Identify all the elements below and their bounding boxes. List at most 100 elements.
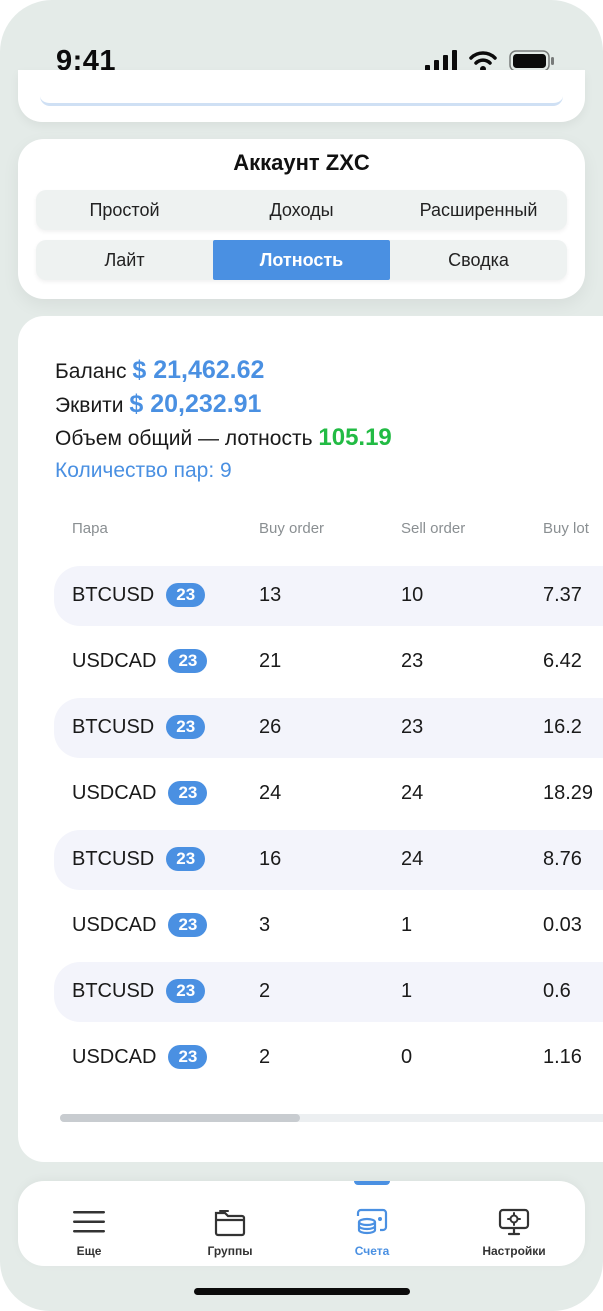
pair-name: BTCUSD	[72, 583, 155, 606]
table-row[interactable]: BTCUSD 23 26 23 16.2	[54, 698, 603, 758]
folder-icon	[213, 1206, 247, 1238]
pair-name: BTCUSD	[72, 715, 155, 738]
tab-groups[interactable]: Группы	[159, 1181, 301, 1266]
tab-label: Группы	[207, 1244, 253, 1258]
balance-line: Баланс $ 21,462.62	[55, 354, 392, 388]
view-mode-segment-2: Лайт Лотность Сводка	[36, 240, 567, 280]
buy-lot-cell: 6.42	[543, 650, 582, 672]
volume-value: 105.19	[318, 424, 392, 451]
accounts-icon	[355, 1206, 389, 1238]
pair-badge: 23	[168, 649, 208, 673]
sell-order-cell: 23	[401, 716, 424, 738]
tab-settings[interactable]: Настройки	[443, 1181, 585, 1266]
buy-order-cell: 16	[259, 848, 282, 870]
tab-lot-density[interactable]: Лотность	[213, 240, 390, 280]
buy-order-cell: 13	[259, 584, 282, 606]
buy-order-cell: 2	[259, 1046, 271, 1068]
view-mode-segment-1: Простой Доходы Расширенный	[36, 190, 567, 230]
header-buy-order: Buy order	[259, 520, 325, 537]
pair-cell: BTCUSD 23	[72, 715, 206, 739]
table-row[interactable]: USDCAD 23 3 1 0.03	[54, 896, 603, 956]
status-bar: 9:41	[0, 0, 603, 100]
tab-label: Еще	[76, 1244, 102, 1258]
account-card: Аккаунт ZXC Простой Доходы Расширенный Л…	[18, 139, 585, 299]
buy-lot-cell: 0.03	[543, 914, 582, 936]
bottom-tab-bar: Еще Группы	[18, 1181, 585, 1266]
pairs-table: Пара Buy order Sell order Buy lot BTCUSD…	[54, 516, 603, 1069]
sell-order-cell: 23	[401, 650, 424, 672]
equity-label: Эквити	[55, 394, 124, 417]
pair-cell: BTCUSD 23	[72, 847, 206, 871]
pair-name: USDCAD	[72, 913, 157, 936]
pair-cell: USDCAD 23	[72, 1045, 208, 1069]
buy-lot-cell: 18.29	[543, 782, 594, 804]
menu-icon	[72, 1206, 106, 1238]
table-row[interactable]: BTCUSD 23 13 10 7.37	[54, 566, 603, 626]
pair-name: USDCAD	[72, 649, 157, 672]
sell-order-cell: 10	[401, 584, 424, 606]
pair-cell: BTCUSD 23	[72, 583, 206, 607]
buy-lot-cell: 0.6	[543, 980, 571, 1002]
previous-card-remnant	[18, 70, 585, 122]
volume-line: Объем общий — лотность 105.19	[55, 422, 392, 455]
account-summary: Баланс $ 21,462.62 Эквити $ 20,232.91 Об…	[55, 354, 392, 487]
pair-badge: 23	[168, 1045, 208, 1069]
tab-summary[interactable]: Сводка	[448, 249, 509, 270]
header-pair: Пара	[72, 520, 108, 537]
table-row[interactable]: USDCAD 23 2 0 1.16	[54, 1028, 603, 1088]
tab-extended[interactable]: Расширенный	[419, 199, 538, 220]
sell-order-cell: 1	[401, 980, 413, 1002]
settings-monitor-icon	[498, 1206, 530, 1238]
table-row[interactable]: BTCUSD 23 16 24 8.76	[54, 830, 603, 890]
pair-cell: BTCUSD 23	[72, 979, 206, 1003]
pair-cell: USDCAD 23	[72, 649, 208, 673]
header-sell-order: Sell order	[401, 520, 466, 537]
sell-order-cell: 1	[401, 914, 413, 936]
buy-order-cell: 21	[259, 650, 282, 672]
pair-name: USDCAD	[72, 781, 157, 804]
home-indicator[interactable]	[194, 1288, 410, 1295]
tab-income[interactable]: Доходы	[269, 199, 334, 220]
sell-order-cell: 24	[401, 848, 424, 870]
tab-lite[interactable]: Лайт	[104, 249, 145, 270]
table-body: BTCUSD 23 13 10 7.37 USDCAD 23 21 23 6.42 …	[54, 566, 603, 1094]
pair-name: BTCUSD	[72, 979, 155, 1002]
pair-name: BTCUSD	[72, 847, 155, 870]
equity-line: Эквити $ 20,232.91	[55, 388, 392, 422]
sell-order-cell: 24	[401, 782, 424, 804]
balance-label: Баланс	[55, 360, 127, 383]
tab-more[interactable]: Еще	[18, 1181, 160, 1266]
balance-value: $ 21,462.62	[132, 356, 265, 384]
pair-badge: 23	[168, 781, 208, 805]
tab-label: Настройки	[482, 1244, 546, 1258]
buy-order-cell: 2	[259, 980, 271, 1002]
buy-lot-cell: 1.16	[543, 1046, 582, 1068]
pair-cell: USDCAD 23	[72, 781, 208, 805]
scrollbar-thumb[interactable]	[60, 1114, 300, 1122]
pair-badge: 23	[168, 913, 208, 937]
tab-accounts[interactable]: Счета	[301, 1181, 443, 1266]
pair-badge: 23	[166, 583, 206, 607]
table-row[interactable]: USDCAD 23 21 23 6.42	[54, 632, 603, 692]
horizontal-scrollbar[interactable]	[60, 1114, 603, 1122]
buy-lot-cell: 8.76	[543, 848, 582, 870]
lot-density-panel: Баланс $ 21,462.62 Эквити $ 20,232.91 Об…	[18, 316, 603, 1162]
battery-icon	[509, 50, 555, 77]
pair-badge: 23	[166, 715, 206, 739]
pair-cell: USDCAD 23	[72, 913, 208, 937]
equity-value: $ 20,232.91	[129, 390, 262, 418]
table-row[interactable]: USDCAD 23 24 24 18.29	[54, 764, 603, 824]
buy-lot-cell: 16.2	[543, 716, 582, 738]
buy-order-cell: 26	[259, 716, 282, 738]
table-header: Пара Buy order Sell order Buy lot	[54, 516, 603, 544]
tab-simple[interactable]: Простой	[89, 199, 160, 220]
buy-order-cell: 24	[259, 782, 282, 804]
pairs-count: Количество пар: 9	[55, 459, 232, 482]
tab-label: Счета	[354, 1244, 390, 1258]
header-buy-lot: Buy lot	[543, 520, 589, 537]
buy-order-cell: 3	[259, 914, 271, 936]
status-icons	[425, 50, 555, 77]
table-row[interactable]: BTCUSD 23 2 1 0.6	[54, 962, 603, 1022]
account-title: Аккаунт ZXC	[233, 150, 370, 175]
